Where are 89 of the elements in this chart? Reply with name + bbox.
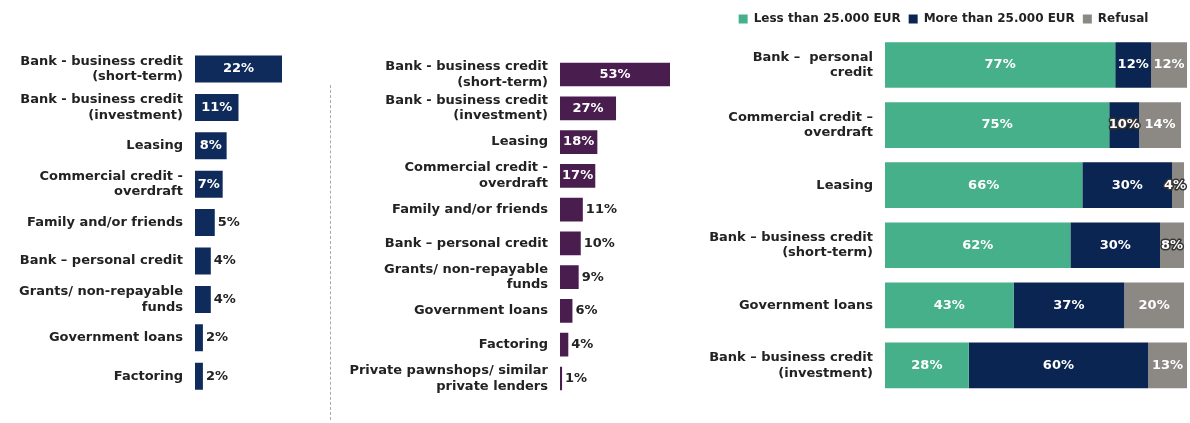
y-tick-label: Bank – business credit (short-term)	[709, 228, 873, 260]
y-tick-label: Grants/ non-repayable funds	[384, 260, 549, 292]
bar	[195, 362, 203, 390]
y-tick-label: Commercial credit - overdraft	[39, 167, 183, 199]
y-tick-label: Factoring	[113, 367, 183, 383]
y-tick-label: Government loans	[48, 329, 184, 345]
data-label: 2%	[205, 329, 228, 345]
y-tick-label: Bank – personal credit	[384, 234, 548, 250]
y-tick-label: Leasing	[126, 137, 183, 153]
data-label: 11%	[585, 200, 617, 216]
bar	[560, 62, 670, 87]
bar	[968, 342, 1149, 389]
data-label: 60%	[1042, 356, 1074, 372]
bar	[885, 162, 1083, 208]
bar	[1139, 102, 1182, 148]
data-label: 12%	[1153, 56, 1185, 72]
data-label: 27%	[572, 99, 604, 115]
data-label: 66%	[968, 176, 1000, 192]
data-label: 4%	[213, 290, 236, 306]
bar	[560, 265, 579, 290]
data-label: 20%	[1138, 296, 1170, 312]
data-label: 11%	[201, 98, 233, 114]
y-tick-label: Family and/or friends	[392, 200, 549, 216]
bar	[1070, 222, 1161, 269]
bar	[560, 231, 581, 256]
bar	[560, 299, 573, 323]
y-tick-label: Commercial credit – overdraft	[728, 108, 873, 140]
y-tick-label: Bank – business credit (investment)	[709, 348, 873, 380]
y-tick-label: Bank - business credit (investment)	[20, 90, 183, 122]
legend-label: Refusal	[1097, 11, 1149, 26]
bar	[195, 247, 211, 275]
data-label: 4%	[571, 336, 594, 352]
y-tick-label: Leasing	[491, 133, 548, 149]
data-label: 14%	[1144, 116, 1176, 132]
bar	[885, 222, 1071, 269]
y-tick-label: Bank - business credit (short-term)	[385, 58, 548, 89]
bar	[1151, 42, 1187, 88]
data-label: 2%	[205, 367, 228, 383]
y-tick-label: Bank - business credit (short-term)	[20, 52, 183, 84]
y-tick-label: Family and/or friends	[27, 213, 184, 229]
data-label: 77%	[984, 56, 1016, 72]
bar	[885, 282, 1014, 329]
bar	[885, 342, 969, 389]
data-label: 75%	[981, 116, 1013, 132]
data-label: 17%	[562, 167, 594, 183]
data-label: 30%	[1111, 176, 1143, 192]
legend-label: More than 25.000 EUR	[923, 11, 1075, 26]
data-label: 53%	[599, 65, 631, 81]
y-tick-label: Commercial credit - overdraft	[404, 159, 548, 191]
data-label: 22%	[222, 60, 255, 76]
data-label: 4%	[213, 252, 236, 268]
bar	[195, 324, 203, 352]
data-label: 6%	[575, 302, 598, 318]
bar	[1013, 282, 1125, 329]
data-label: 8%	[1161, 236, 1184, 252]
data-label: 10%	[1108, 116, 1140, 132]
data-label: 9%	[581, 268, 604, 284]
data-label: 43%	[933, 296, 965, 312]
bar	[195, 285, 211, 313]
y-tick-label: Grants/ non-repayable funds	[19, 282, 184, 314]
data-label: 1%	[565, 369, 588, 385]
bar	[195, 209, 215, 237]
bar	[560, 197, 583, 222]
y-tick-label: Factoring	[478, 336, 548, 352]
data-label: 13%	[1152, 356, 1184, 372]
y-tick-label: Private pawnshops/ similar private lenders	[349, 362, 549, 393]
bar	[560, 332, 569, 357]
y-tick-label: Government loans	[413, 302, 549, 318]
y-tick-label: Leasing	[816, 176, 873, 192]
data-label: 62%	[962, 236, 994, 252]
y-tick-label: Bank – personal credit	[19, 252, 183, 268]
data-label: 12%	[1117, 56, 1149, 72]
data-label: 37%	[1053, 296, 1085, 312]
data-label: 5%	[217, 213, 240, 229]
bar	[885, 42, 1116, 88]
data-label: 18%	[563, 133, 595, 149]
data-label: 7%	[197, 175, 220, 191]
data-label: 10%	[583, 234, 615, 250]
y-tick-label: Bank - business credit (investment)	[385, 91, 548, 123]
bar	[885, 102, 1110, 148]
data-label: 30%	[1099, 236, 1131, 252]
bar	[1124, 282, 1185, 329]
bar	[1115, 42, 1152, 88]
data-label: 8%	[199, 137, 222, 153]
y-tick-label: Bank – personal credit	[752, 48, 873, 80]
y-tick-label: Government loans	[738, 296, 874, 312]
legend-label: Less than 25.000 EUR	[753, 11, 901, 26]
data-label: 28%	[911, 356, 943, 372]
bar	[560, 366, 563, 391]
